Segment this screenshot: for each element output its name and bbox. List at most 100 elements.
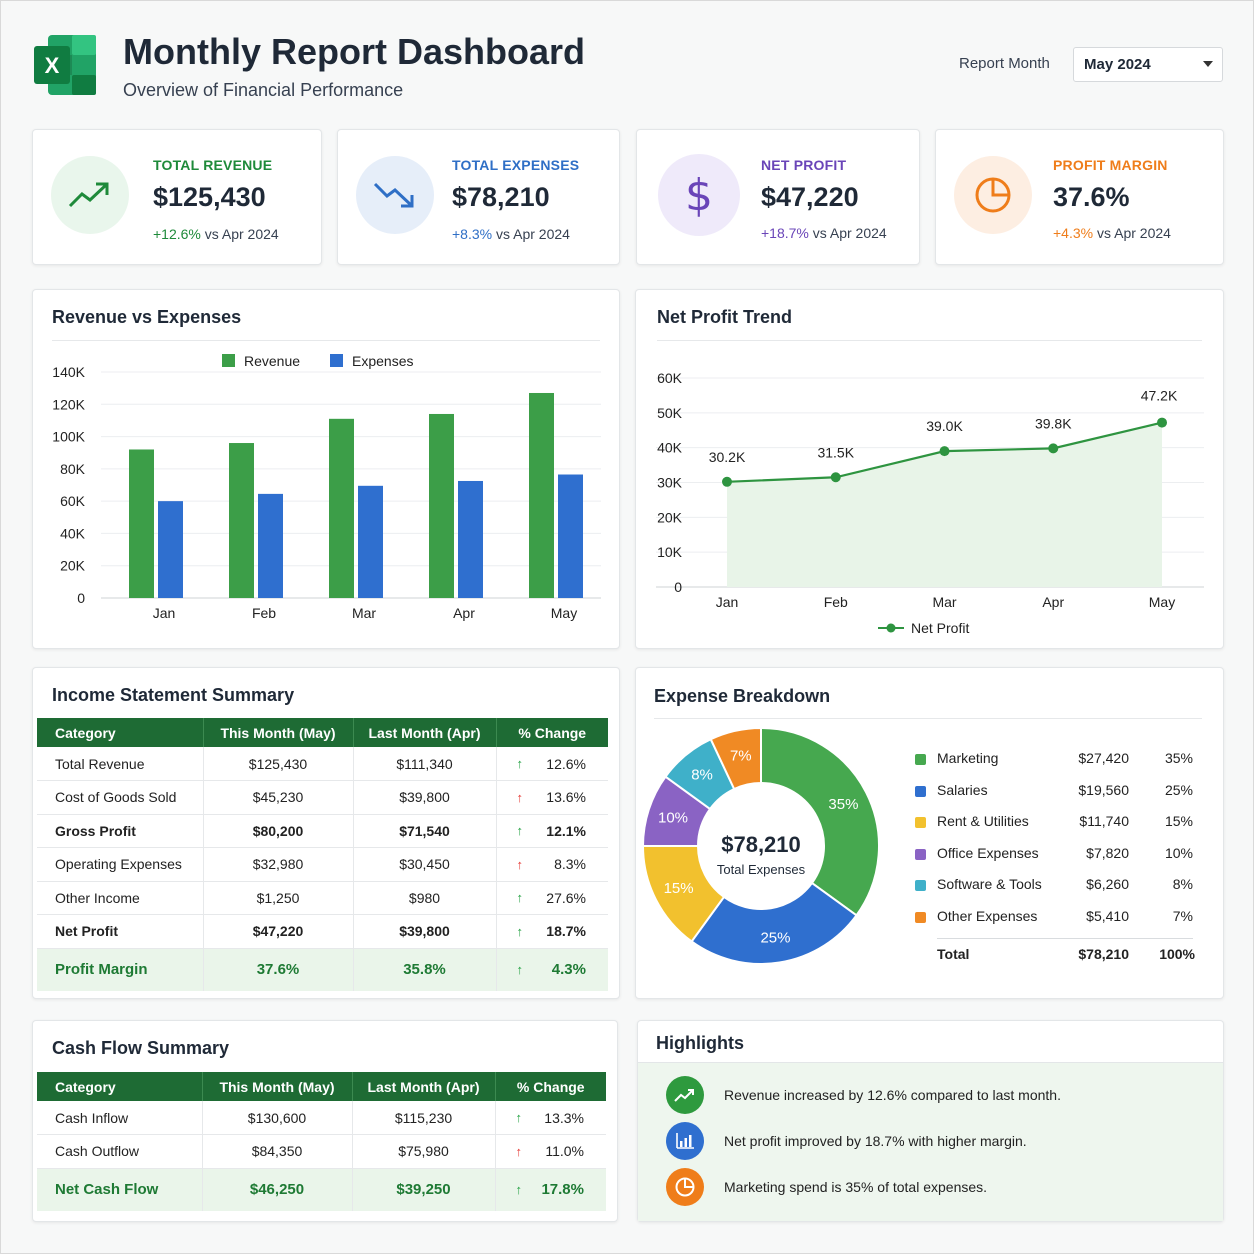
card-title: Highlights (656, 1033, 744, 1053)
bar-expenses (358, 485, 383, 598)
arrow-up-icon: ↑ (515, 1182, 523, 1198)
cell-change: ↑ 27.6% (496, 881, 608, 915)
cell-category: Total Revenue (37, 747, 204, 781)
net-profit-line-chart: 0 10K 20K 30K 40K 50K 60K 30.2K Jan 31.5K Feb 39.0K… (656, 370, 1204, 636)
table-row: Net Profit $47,220 $39,800 ↑ 18.7% (37, 914, 608, 949)
legend-amount: $5,410 (1086, 907, 1129, 924)
legend-swatch (915, 848, 926, 860)
column-header: % Change (495, 1072, 606, 1101)
income-statement-card: Income Statement Summary Category This Mo… (32, 667, 620, 999)
legend-label: Net Profit (911, 620, 969, 636)
arrow-up-icon: ↑ (516, 962, 524, 978)
arrow-up-red-icon: ↑ (516, 789, 524, 805)
revenue-vs-expenses-card: Revenue vs Expenses 0 20K 40K 60K 80K 100K 120… (32, 289, 620, 649)
x-tick-label: Apr (1042, 594, 1064, 610)
table-row: Profit Margin 37.6% 35.8% ↑ 4.3% (37, 948, 608, 991)
data-point (1157, 417, 1167, 428)
kpi-value: 37.6% (1053, 182, 1130, 212)
legend-pct: 7% (1172, 907, 1193, 924)
x-tick-label: Mar (932, 594, 956, 610)
bar-revenue (229, 443, 254, 598)
slice-label: 10% (658, 809, 688, 826)
x-tick-label: Apr (453, 605, 475, 621)
cell-this-month: $84,350 (202, 1134, 353, 1169)
cell-last-month: $30,450 (353, 847, 497, 882)
table-row: Cash Outflow $84,350 $75,980 ↑ 11.0% (37, 1134, 606, 1169)
data-label: 47.2K (1141, 388, 1178, 404)
legend-amount: $27,420 (1078, 750, 1129, 766)
income-statement-table: Category This Month (May) Last Month (Apr)… (37, 718, 608, 991)
cell-last-month: $75,980 (352, 1134, 496, 1169)
cash-flow-table: Category This Month (May) Last Month (Apr)… (37, 1072, 606, 1211)
cell-change: ↑ 12.6% (496, 747, 608, 781)
expense-breakdown-card: Expense Breakdown 35% 25% 15% 10% 8% 7% $78,2… (635, 667, 1224, 999)
cell-last-month: 35.8% (353, 948, 497, 991)
table-row: Cash Inflow $130,600 $115,230 ↑ 13.3% (37, 1101, 606, 1135)
legend-pct: 25% (1164, 781, 1193, 798)
legend-name: Rent & Utilities (937, 813, 1029, 829)
cell-this-month: $47,220 (203, 914, 354, 949)
expense-legend: Marketing $27,420 35% Salaries $19,560 25% Ren… (915, 750, 1215, 970)
y-tick-label: 10K (657, 544, 683, 560)
kpi-value: $125,430 (153, 182, 266, 212)
x-tick-label: Jan (716, 594, 739, 610)
y-tick-label: 30K (657, 475, 683, 491)
kpi-value: $47,220 (761, 182, 859, 212)
column-header: This Month (May) (202, 1072, 353, 1101)
legend-swatch (915, 880, 926, 891)
cell-this-month: $46,250 (202, 1168, 353, 1211)
cell-last-month: $71,540 (353, 814, 497, 848)
legend-total-row: Total $78,210 100% (915, 946, 1215, 970)
column-header: % Change (496, 718, 608, 747)
bar-revenue (429, 413, 454, 598)
cell-this-month: $130,600 (202, 1101, 353, 1135)
legend-name: Office Expenses (937, 844, 1039, 861)
kpi-delta: +4.3% vs Apr 2024 (1053, 225, 1171, 241)
expense-donut-chart: 35% 25% 15% 10% 8% 7% (641, 726, 880, 965)
bar-chart-icon (666, 1122, 704, 1160)
legend-amount: $6,260 (1086, 876, 1129, 892)
legend-swatch (915, 911, 926, 923)
legend-amount: $11,740 (1079, 813, 1129, 829)
cell-category: Profit Margin (37, 948, 204, 991)
trend-down-icon (356, 156, 434, 234)
y-tick-label: 140K (52, 364, 85, 380)
data-label: 31.5K (817, 444, 854, 460)
cell-this-month: $32,980 (203, 847, 354, 882)
bar-expenses (158, 501, 183, 598)
table-row: Total Revenue $125,430 $111,340 ↑ 12.6% (37, 747, 608, 781)
table-row: Gross Profit $80,200 $71,540 ↑ 12.1% (37, 814, 608, 848)
donut-slice (709, 726, 762, 791)
report-month-label: Report Month (959, 55, 1050, 72)
cell-change: ↑ 18.7% (496, 914, 608, 949)
kpi-total-expenses: TOTAL EXPENSES $78,210 +8.3% vs Apr 2024 (337, 129, 620, 265)
column-header: Category (37, 718, 204, 747)
kpi-delta: +8.3% vs Apr 2024 (452, 226, 570, 242)
legend-row: Software & Tools $6,260 8% (915, 876, 1215, 900)
legend-swatch (915, 754, 926, 765)
report-month-select[interactable]: May 2024 (1073, 47, 1223, 82)
legend-swatch (915, 785, 926, 797)
cell-category: Gross Profit (37, 814, 204, 848)
x-tick-label: Jan (153, 605, 176, 621)
cell-category: Cash Outflow (37, 1134, 203, 1169)
cell-last-month: $111,340 (353, 747, 497, 781)
data-point (830, 472, 841, 483)
column-header: Last Month (Apr) (352, 1072, 496, 1101)
bar-expenses (458, 480, 483, 598)
cell-this-month: $80,200 (203, 814, 354, 848)
cell-last-month: $39,800 (353, 780, 497, 815)
cell-change: ↑ 13.3% (495, 1101, 606, 1135)
slice-label: 35% (828, 796, 858, 813)
legend-name: Other Expenses (937, 907, 1038, 924)
y-tick-label: 60K (60, 493, 86, 509)
cell-last-month: $115,230 (352, 1101, 496, 1135)
cell-category: Operating Expenses (37, 847, 204, 882)
kpi-total-revenue: TOTAL REVENUE $125,430 +12.6% vs Apr 202… (32, 129, 322, 265)
bar-expenses (258, 493, 283, 598)
cell-this-month: $45,230 (203, 780, 354, 815)
slice-label: 8% (691, 767, 713, 784)
table-row: Other Income $1,250 $980 ↑ 27.6% (37, 881, 608, 915)
column-header: This Month (May) (203, 718, 354, 747)
